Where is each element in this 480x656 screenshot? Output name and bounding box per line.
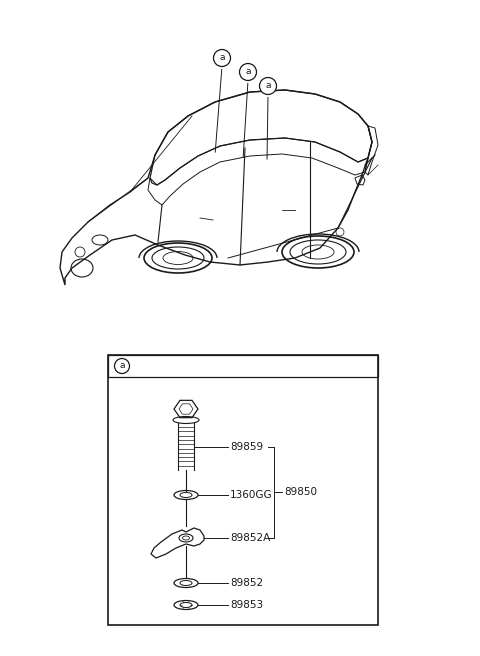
Bar bbox=[108, 355, 378, 625]
Bar bbox=[108, 355, 378, 377]
Text: 89853: 89853 bbox=[230, 600, 263, 610]
Circle shape bbox=[260, 77, 276, 94]
Text: a: a bbox=[245, 68, 251, 77]
Text: 89850: 89850 bbox=[284, 487, 317, 497]
Text: 89859: 89859 bbox=[230, 441, 263, 451]
Text: a: a bbox=[119, 361, 125, 371]
Text: a: a bbox=[219, 54, 225, 62]
Text: 1360GG: 1360GG bbox=[230, 490, 273, 500]
Circle shape bbox=[240, 64, 256, 81]
Text: 89852: 89852 bbox=[230, 578, 263, 588]
Circle shape bbox=[214, 49, 230, 66]
Circle shape bbox=[115, 358, 130, 373]
Text: a: a bbox=[265, 81, 271, 91]
Text: 89852A: 89852A bbox=[230, 533, 270, 543]
